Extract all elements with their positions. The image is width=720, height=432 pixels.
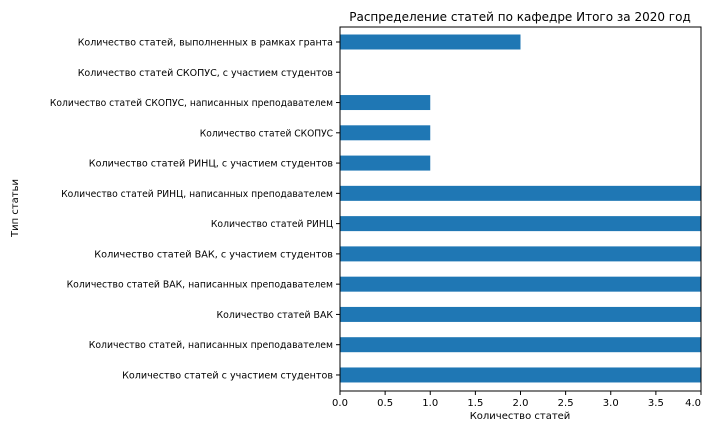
- bar: [340, 306, 701, 322]
- y-tick-label: Количество статей ВАК, написанных препод…: [67, 280, 333, 291]
- bar: [340, 155, 431, 171]
- y-tick-label: Количество статей СКОПУС, с участием сту…: [78, 68, 333, 79]
- x-tick-label: 3.0: [603, 398, 619, 409]
- y-tick-label: Количество статей, написанных преподават…: [89, 340, 333, 351]
- x-tick-labels: 0.0 0.5 1.0 1.5 2.0 2.5 3.0 3.5 4.0: [332, 391, 702, 409]
- y-tick-label: Количество статей СКОПУС, написанных пре…: [50, 98, 333, 109]
- y-tick-label: Количество статей, выполненных в рамках …: [78, 38, 333, 49]
- bar: [340, 95, 431, 111]
- x-tick-label: 1.5: [467, 398, 483, 409]
- y-tick-label: Количество статей ВАК, с участием студен…: [94, 249, 333, 260]
- y-tick-label: Количество статей с участием студентов: [122, 370, 333, 381]
- x-tick-label: 2.5: [558, 398, 574, 409]
- bars-group: [340, 34, 701, 383]
- x-tick-label: 3.5: [648, 398, 664, 409]
- y-tick-label: Количество статей РИНЦ, с участием студе…: [89, 159, 333, 170]
- y-tick-labels: Количество статей, выполненных в рамках …: [50, 38, 340, 381]
- y-tick-label: Количество статей РИНЦ, написанных препо…: [61, 189, 333, 200]
- x-tick-label: 4.0: [685, 398, 701, 409]
- bar: [340, 337, 701, 353]
- bar: [340, 34, 521, 50]
- y-tick-label: Количество статей ВАК: [217, 310, 334, 321]
- x-tick-label: 0.5: [377, 398, 393, 409]
- chart-title: Распределение статей по кафедре Итого за…: [349, 10, 691, 24]
- bar: [340, 246, 701, 262]
- bar: [340, 216, 701, 232]
- plot-frame: [339, 26, 702, 392]
- x-axis-label: Количество статей: [470, 411, 571, 422]
- x-tick-label: 2.0: [513, 398, 529, 409]
- bar: [340, 125, 431, 141]
- bar: [340, 185, 701, 201]
- y-tick-label: Количество статей РИНЦ: [211, 219, 333, 230]
- x-tick-label: 1.0: [422, 398, 438, 409]
- bar: [340, 276, 701, 292]
- y-axis-label: Тип статьи: [10, 179, 21, 238]
- bar: [340, 367, 701, 383]
- y-tick-label: Количество статей СКОПУС: [200, 128, 333, 139]
- x-tick-label: 0.0: [332, 398, 348, 409]
